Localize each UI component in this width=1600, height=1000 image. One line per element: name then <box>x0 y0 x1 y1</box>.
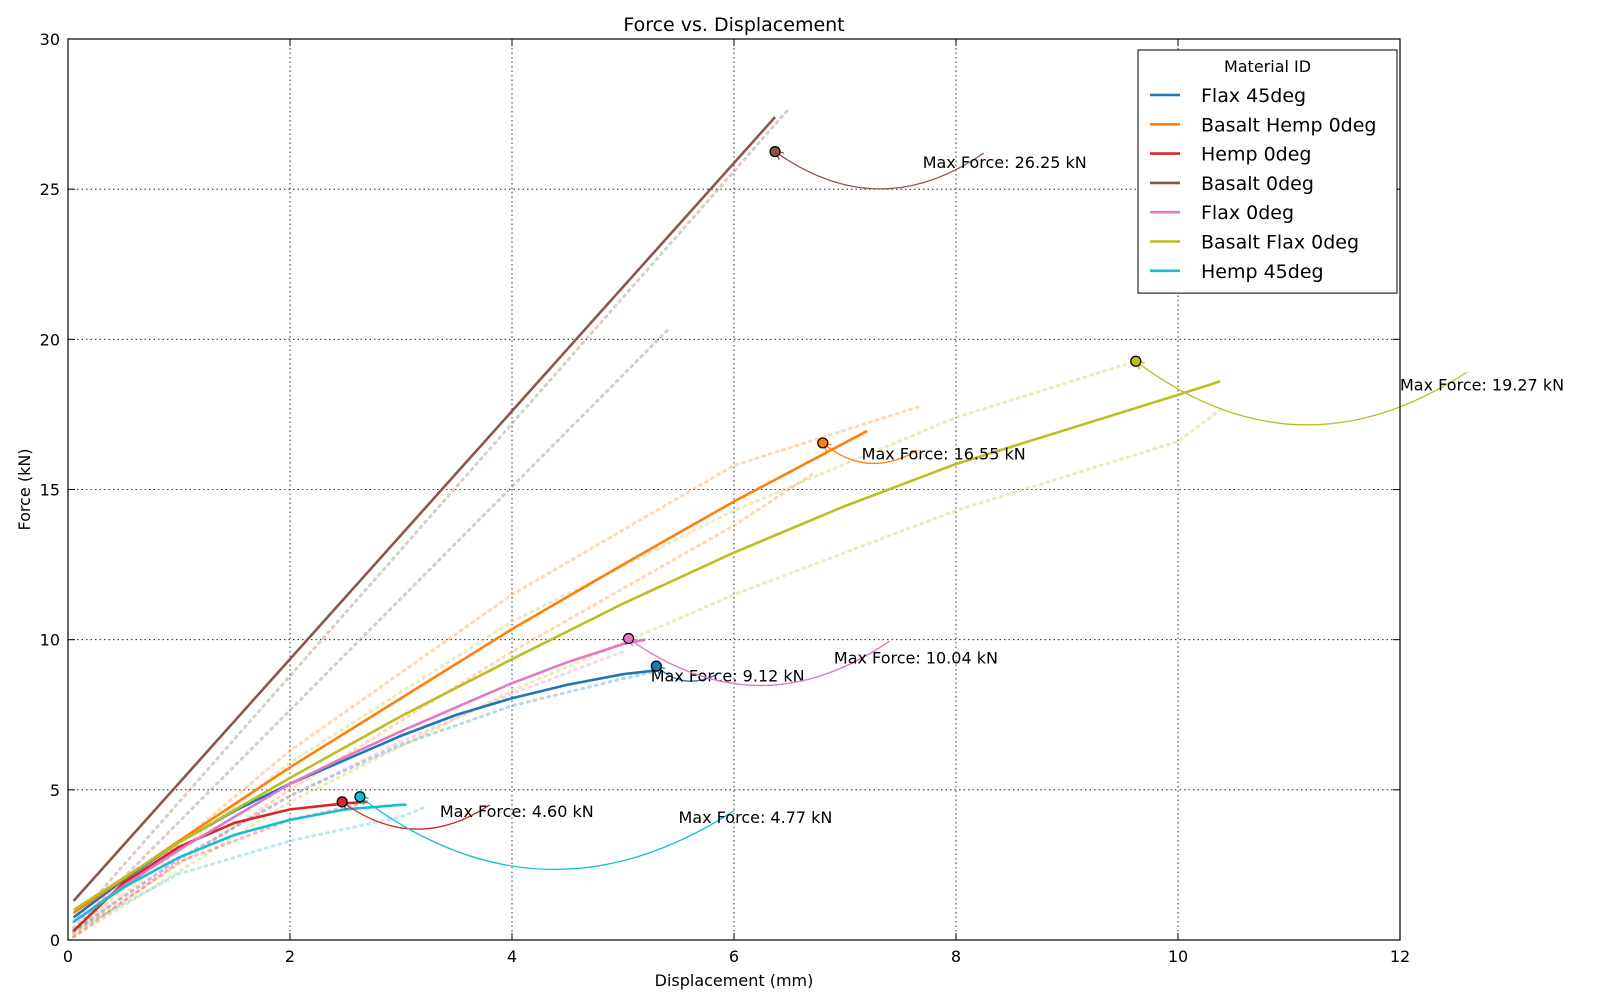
max-force-label-basalt-flax-0deg: Max Force: 19.27 kN <box>1400 375 1564 394</box>
y-tick-label: 20 <box>40 330 60 349</box>
legend-label-hemp-45deg: Hemp 45deg <box>1201 261 1324 283</box>
tick-layer: 0 2 4 6 8 10 12 0 5 10 15 20 25 30 <box>40 30 1411 966</box>
max-force-marker-hemp-0deg <box>336 796 348 808</box>
series-line-hemp-45deg <box>72 803 407 924</box>
series-line-flax-0deg <box>72 638 646 924</box>
x-tick-label: 2 <box>285 947 295 966</box>
max-force-label-hemp-45deg: Max Force: 4.77 kN <box>679 808 833 827</box>
y-tick-label: 0 <box>50 931 60 950</box>
max-force-label-basalt-hemp-0deg: Max Force: 16.55 kN <box>862 444 1026 463</box>
max-force-label-hemp-0deg: Max Force: 4.60 kN <box>440 802 594 821</box>
y-tick-label: 30 <box>40 30 60 49</box>
y-tick-label: 15 <box>40 481 60 500</box>
chart-title: Force vs. Displacement <box>623 14 844 36</box>
max-force-marker-flax-0deg <box>622 632 635 645</box>
annotation-arrow-basalt-0deg <box>774 151 985 190</box>
x-tick-label: 0 <box>63 947 73 966</box>
series-line-basalt-hemp-0deg <box>72 429 868 915</box>
series-line-basalt-0deg <box>72 116 777 902</box>
legend-label-flax-0deg: Flax 0deg <box>1201 202 1294 224</box>
raw-run-line <box>72 650 625 933</box>
legend-title: Material ID <box>1224 57 1311 76</box>
annotation-arrow-hemp-45deg <box>359 796 735 871</box>
x-tick-label: 6 <box>729 947 739 966</box>
max-force-marker-basalt-hemp-0deg <box>817 437 829 449</box>
raw-run-line <box>72 669 658 933</box>
y-tick-label: 5 <box>50 781 60 800</box>
raw-run-line <box>72 472 814 936</box>
legend-label-hemp-0deg: Hemp 0deg <box>1201 144 1311 166</box>
legend-label-flax-45deg: Flax 45deg <box>1201 85 1306 107</box>
raw-run-line <box>72 106 791 924</box>
annotation-arrow-basalt-flax-0deg <box>1135 360 1467 426</box>
x-tick-label: 8 <box>951 947 961 966</box>
max-force-marker-basalt-flax-0deg <box>1130 355 1142 367</box>
annotation-arrow-flax-0deg <box>628 637 890 687</box>
legend: Material ID Flax 45deg Basalt Hemp 0deg Hem… <box>1137 49 1398 294</box>
annotation-arrow-hemp-0deg <box>341 801 491 830</box>
grid-layer <box>68 39 1400 940</box>
series-layer <box>72 116 1221 932</box>
max-force-marker-flax-45deg <box>650 660 662 672</box>
max-force-label-flax-0deg: Max Force: 10.04 kN <box>834 649 998 668</box>
annotation-arrow-basalt-hemp-0deg <box>822 442 918 465</box>
max-force-marker-basalt-0deg <box>769 146 781 158</box>
raw-run-line <box>72 806 425 933</box>
x-tick-label: 10 <box>1168 947 1188 966</box>
raw-run-line <box>72 328 669 930</box>
legend-box <box>1137 49 1398 294</box>
series-line-basalt-flax-0deg <box>72 380 1221 912</box>
legend-label-basalt-flax-0deg: Basalt Flax 0deg <box>1201 232 1359 254</box>
y-axis-title: Force (kN) <box>15 448 34 530</box>
y-tick-label: 10 <box>40 631 60 650</box>
x-tick-label: 4 <box>507 947 517 966</box>
raw-run-line <box>72 406 1224 939</box>
legend-label-basalt-hemp-0deg: Basalt Hemp 0deg <box>1201 114 1376 136</box>
x-axis-title: Displacement (mm) <box>655 971 814 990</box>
x-tick-label: 12 <box>1390 947 1410 966</box>
y-tick-label: 25 <box>40 180 60 199</box>
legend-label-basalt-0deg: Basalt 0deg <box>1201 173 1314 195</box>
max-force-marker-hemp-45deg <box>354 791 366 803</box>
max-force-label-basalt-0deg: Max Force: 26.25 kN <box>923 153 1087 172</box>
annotation-arrow-flax-45deg <box>655 665 718 682</box>
raw-run-line <box>72 403 925 933</box>
